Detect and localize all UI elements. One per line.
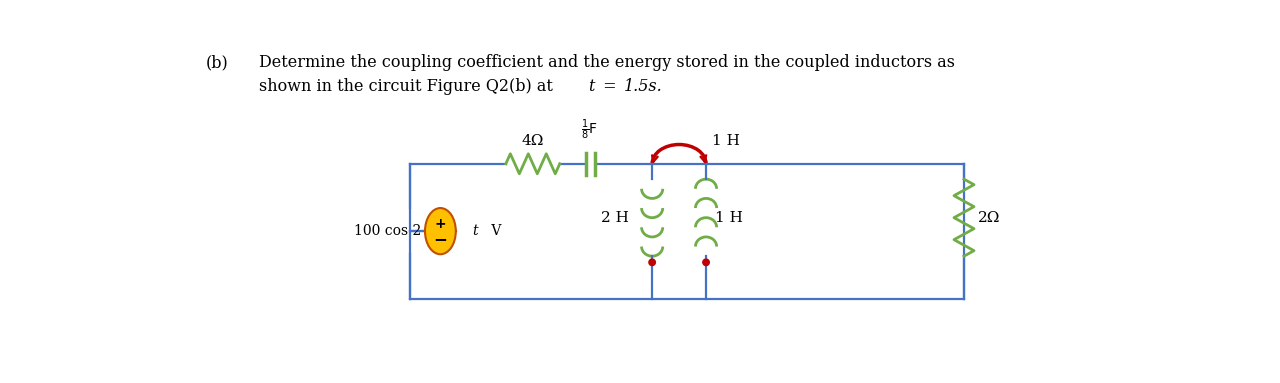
Text: Determine the coupling coefficient and the energy stored in the coupled inductor: Determine the coupling coefficient and t… xyxy=(260,54,955,72)
Text: −: − xyxy=(434,230,447,248)
Text: V: V xyxy=(486,224,500,238)
Text: 4Ω: 4Ω xyxy=(522,134,544,148)
Text: 1 H: 1 H xyxy=(712,134,740,148)
Text: $\frac{1}{8}$F: $\frac{1}{8}$F xyxy=(581,118,598,142)
Circle shape xyxy=(649,259,655,265)
Text: =: = xyxy=(598,77,622,95)
Circle shape xyxy=(703,259,709,265)
Text: 2 H: 2 H xyxy=(602,211,628,225)
Text: t: t xyxy=(472,224,477,238)
Text: 1 H: 1 H xyxy=(716,211,744,225)
Text: shown in the circuit Figure Q2(b) at: shown in the circuit Figure Q2(b) at xyxy=(260,77,558,95)
Ellipse shape xyxy=(425,208,456,254)
Text: 100 cos 2: 100 cos 2 xyxy=(353,224,421,238)
Text: (b): (b) xyxy=(206,54,228,72)
Text: 2Ω: 2Ω xyxy=(978,211,1000,225)
Text: 1.5s.: 1.5s. xyxy=(623,77,663,95)
Text: +: + xyxy=(435,217,447,231)
Text: t: t xyxy=(589,77,595,95)
